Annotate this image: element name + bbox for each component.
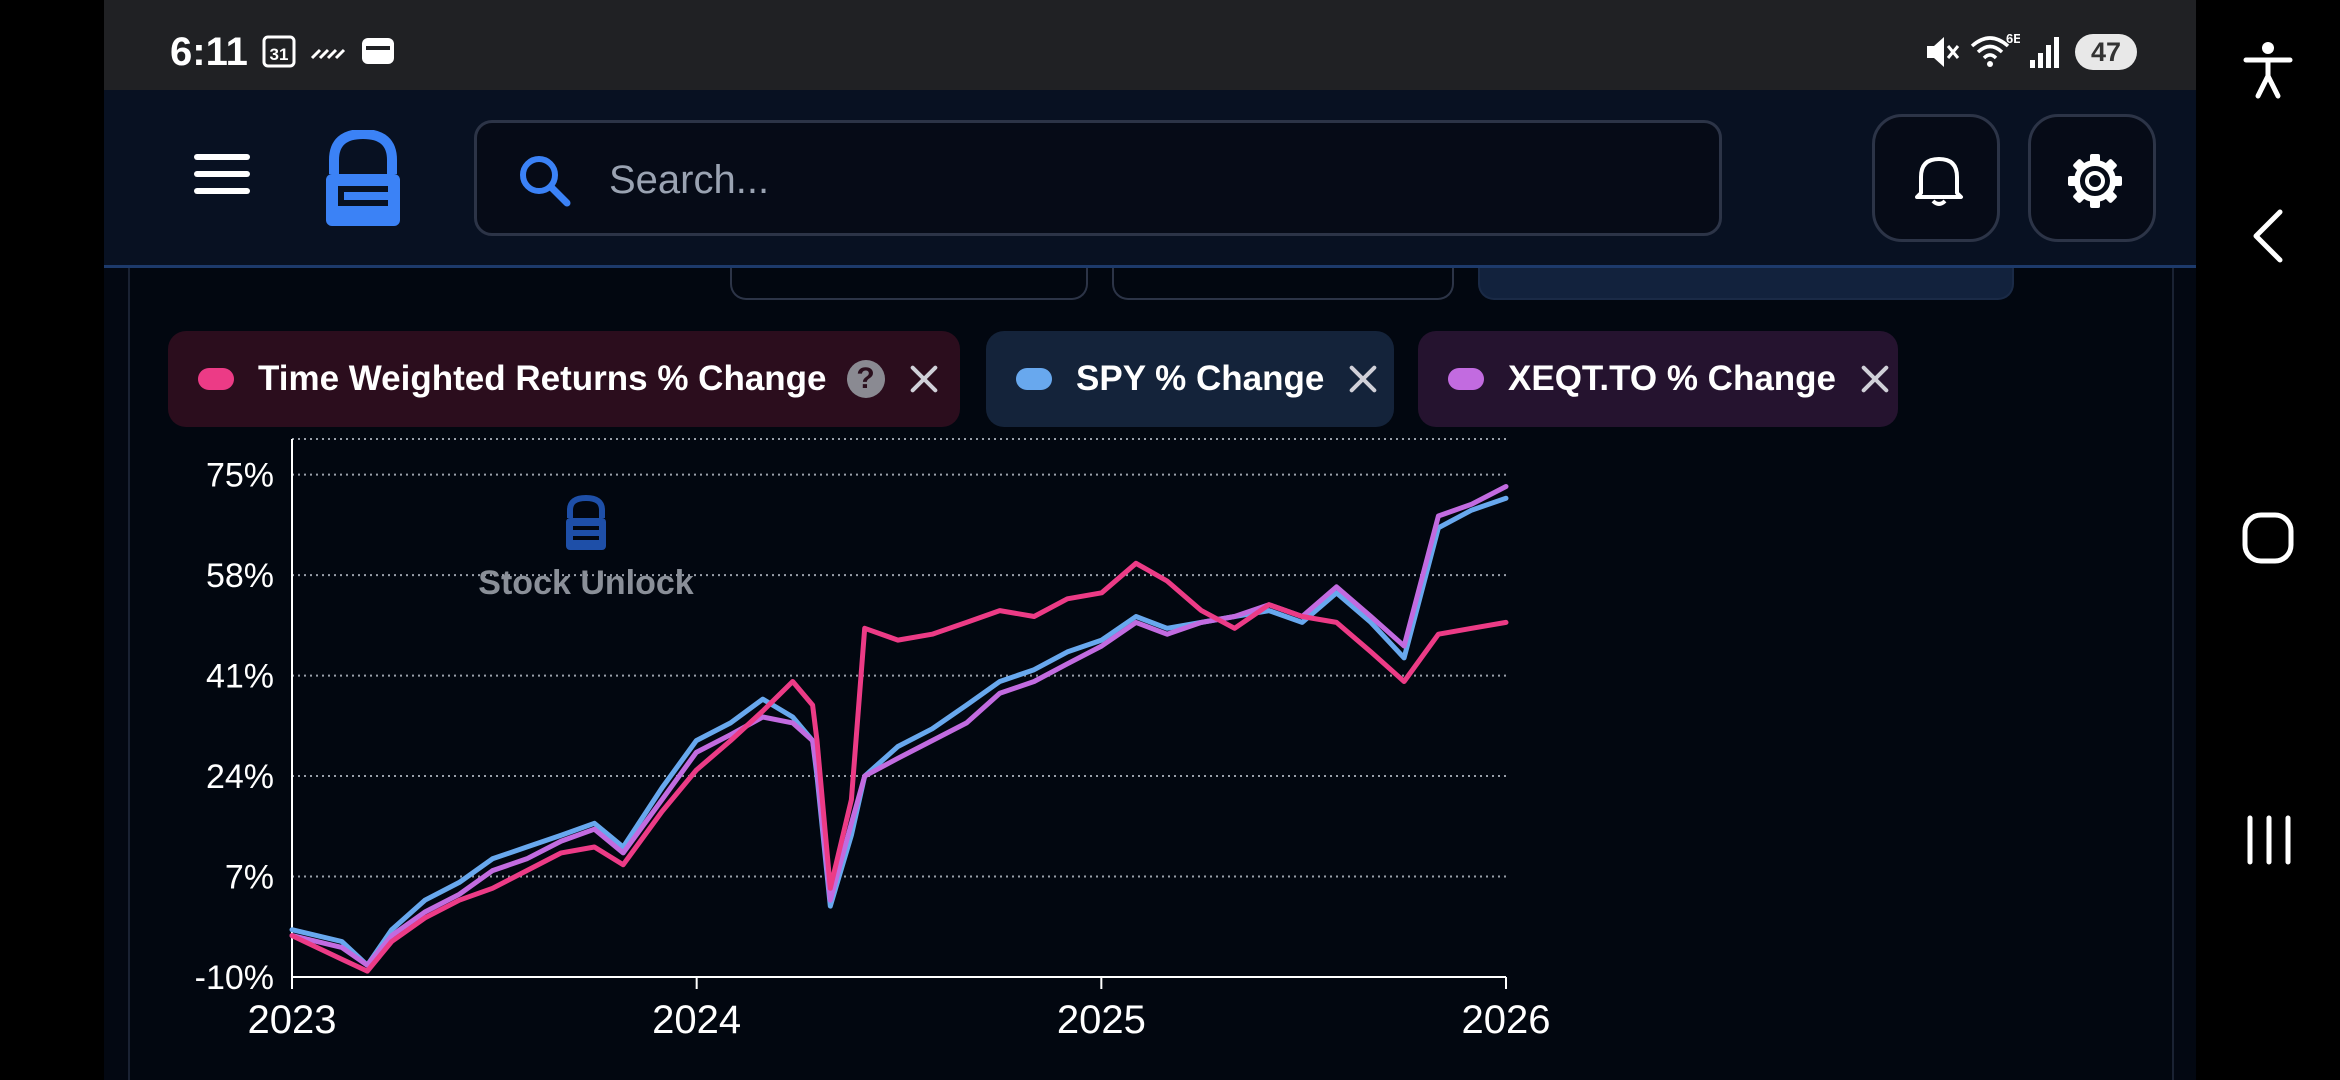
home-button[interactable]: [2242, 512, 2294, 569]
y-tick-label: 7%: [225, 859, 274, 897]
network-type-label: 6E: [2006, 31, 2020, 46]
collapsed-control[interactable]: [730, 268, 1088, 300]
x-tick-label: 2026: [1462, 998, 1551, 1042]
search-icon: [517, 153, 573, 214]
y-tick-label: 58%: [206, 557, 274, 595]
watermark: Stock Unlock: [478, 494, 694, 602]
series-color-dot: [1448, 368, 1484, 390]
menu-icon: [194, 154, 250, 160]
status-bar: 6:11 31 6E: [104, 0, 2196, 90]
chip-xeqt[interactable]: XEQT.TO % Change: [1418, 331, 1898, 427]
x-tick-label: 2025: [1057, 998, 1146, 1042]
clock: 6:11: [170, 30, 248, 74]
watermark-text: Stock Unlock: [478, 564, 693, 602]
chip-time-weighted-returns[interactable]: Time Weighted Returns % Change ?: [168, 331, 960, 427]
chip-label: XEQT.TO % Change: [1508, 359, 1837, 398]
battery-icon: 47: [2075, 34, 2137, 70]
calendar-icon: 31: [262, 34, 296, 73]
x-tick-label: 2024: [652, 998, 741, 1042]
accessibility-button[interactable]: [2242, 40, 2294, 105]
watermark-logo: [566, 494, 606, 550]
stock-unlock-logo[interactable]: [326, 128, 400, 231]
main-content: Time Weighted Returns % Change ? SPY % C…: [104, 268, 2196, 1080]
y-tick-label: 75%: [206, 457, 274, 495]
chip-spy[interactable]: SPY % Change: [986, 331, 1394, 427]
accessibility-icon: [2243, 42, 2293, 99]
notifications-button[interactable]: [1872, 114, 2000, 242]
chart-panel: Time Weighted Returns % Change ? SPY % C…: [128, 268, 2174, 1080]
recents-icon: [2247, 815, 2291, 865]
chip-label: SPY % Change: [1076, 359, 1325, 398]
home-icon: [2242, 512, 2294, 564]
series-line-time-weighted-returns-change[interactable]: [289, 560, 1509, 974]
back-button[interactable]: [2250, 208, 2286, 269]
line-chart[interactable]: Stock Unlock -10% 7% 24% 41% 58% 75% 2023 2024 2…: [130, 268, 2172, 1080]
back-icon: [2253, 209, 2283, 263]
signal-icon: [2028, 34, 2064, 75]
search-input[interactable]: [607, 143, 1691, 217]
wallet-icon: [360, 34, 396, 73]
gear-icon: [2068, 154, 2122, 208]
series-color-dot: [1016, 368, 1052, 390]
x-tick-label: 2023: [248, 998, 337, 1042]
app-header: [104, 90, 2196, 268]
system-nav-bar: [2196, 0, 2340, 1080]
bell-icon: [1915, 157, 1963, 206]
settings-button[interactable]: [2028, 114, 2156, 242]
chip-label: Time Weighted Returns % Change: [258, 359, 827, 398]
series-color-dot: [198, 368, 234, 390]
y-tick-label: 24%: [206, 758, 274, 796]
collapsed-toggle[interactable]: [1478, 268, 2014, 300]
calendar-day: 31: [270, 45, 289, 64]
y-tick-label: -10%: [195, 959, 274, 997]
recents-button[interactable]: [2244, 814, 2294, 871]
mute-icon: [1924, 34, 1962, 75]
search-box[interactable]: [474, 120, 1722, 236]
help-icon[interactable]: ?: [846, 360, 885, 398]
collapsed-control[interactable]: [1112, 268, 1454, 300]
wifi-icon: 6E: [1970, 30, 2022, 75]
menu-button[interactable]: [194, 154, 250, 202]
missed-call-icon: [310, 34, 346, 73]
y-tick-label: 41%: [206, 658, 274, 696]
